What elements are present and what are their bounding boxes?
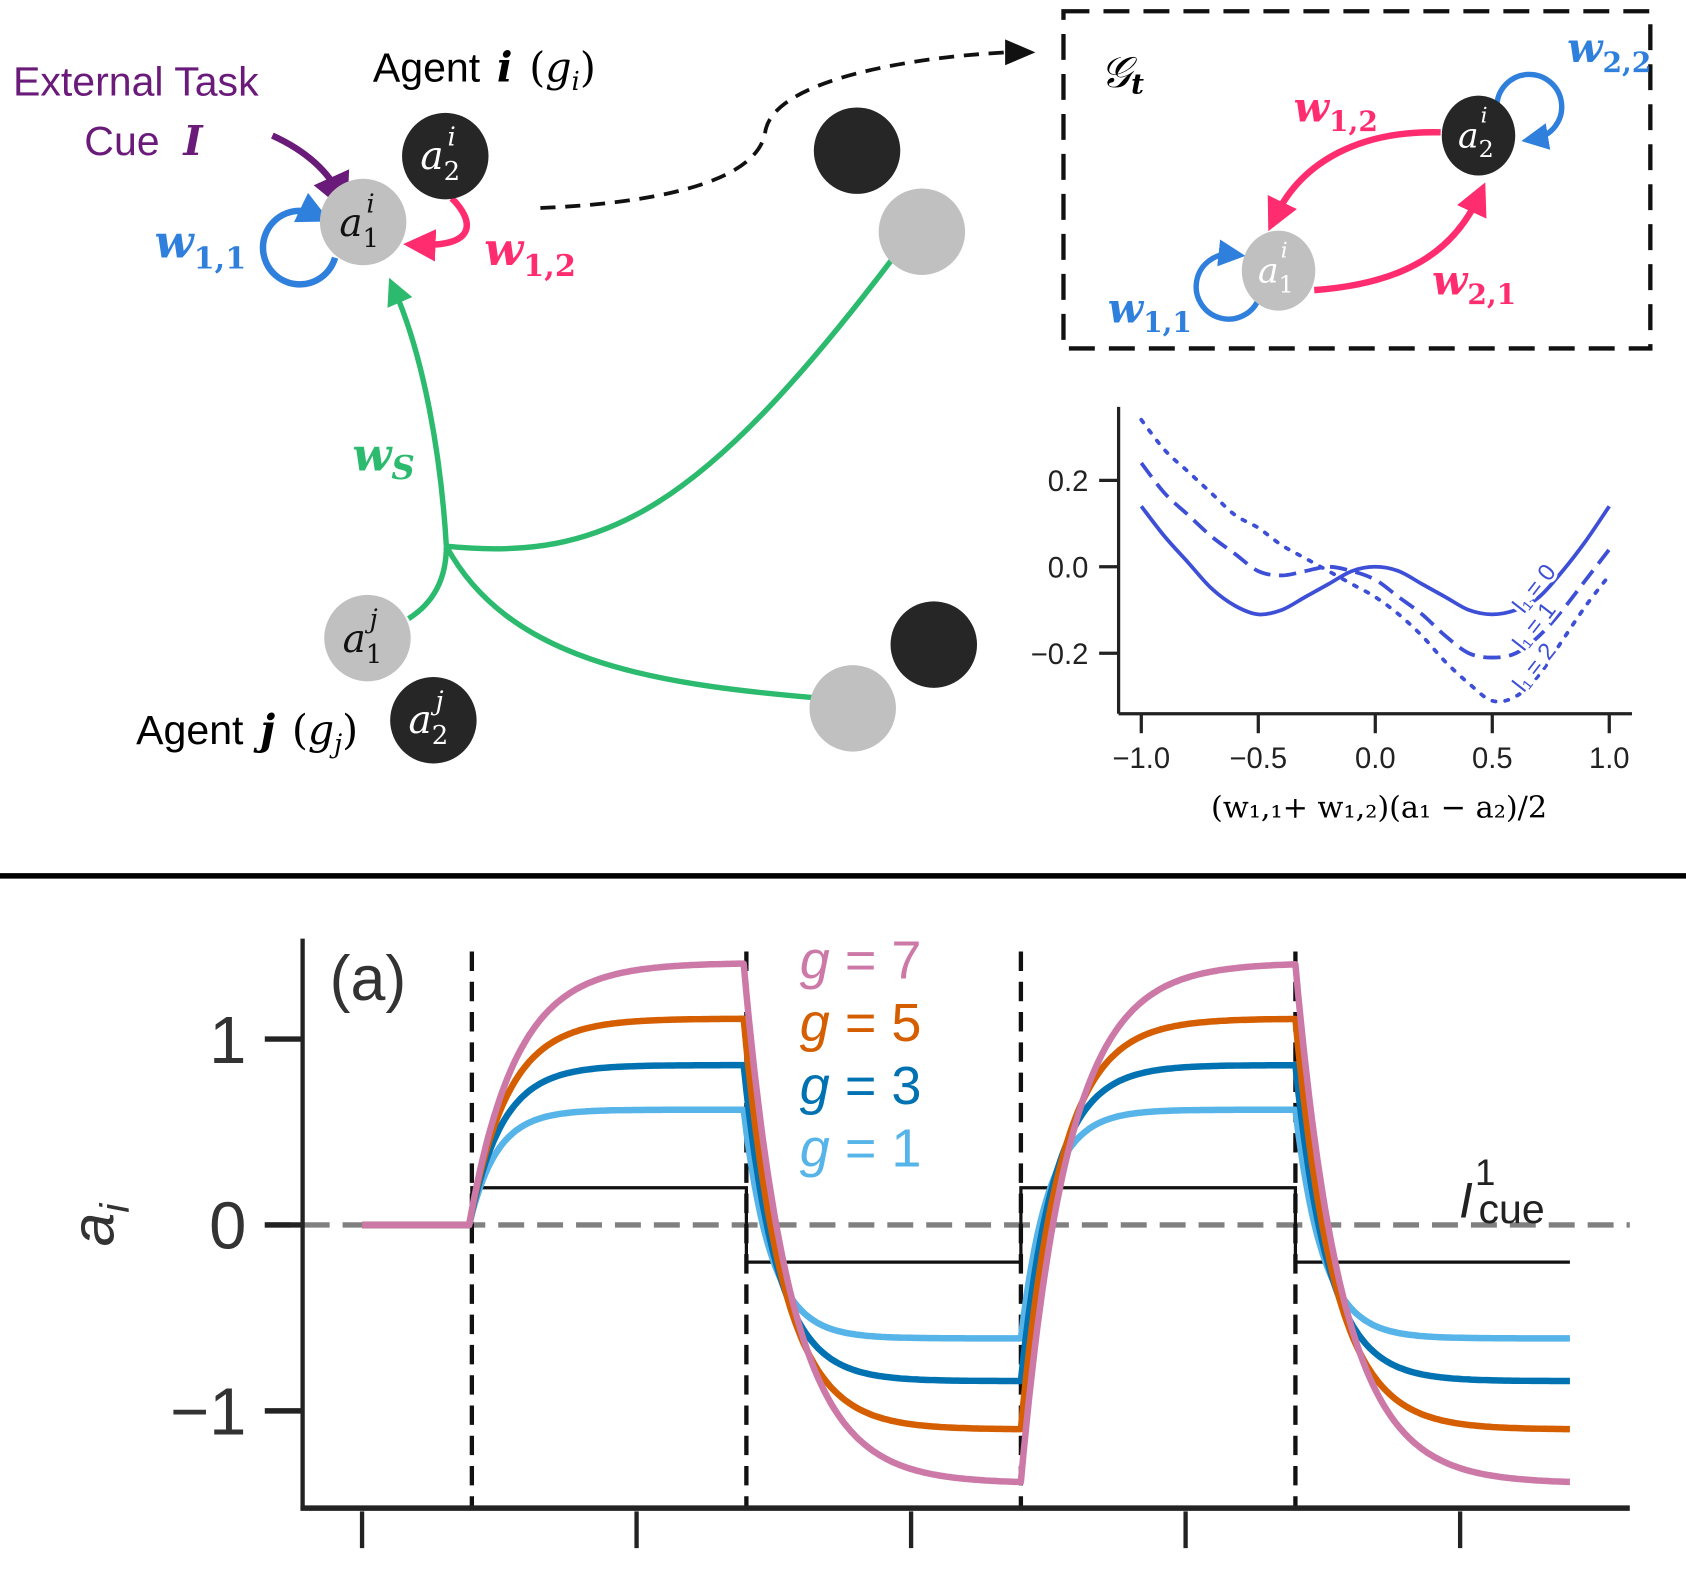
other-agent-dark-node-top xyxy=(813,107,901,194)
node-a1j: a1 j xyxy=(324,594,411,682)
activity-y-label: ai xyxy=(58,1202,137,1247)
svg-text:i: i xyxy=(1281,239,1288,264)
graph-title: 𝒢t xyxy=(1100,48,1144,100)
potential-line-l0 xyxy=(1139,505,1611,617)
zoom-connector-arrowhead xyxy=(1005,39,1036,66)
zoom-connector-arrow xyxy=(540,50,1008,210)
legend-entry-g5: g = 5 xyxy=(800,993,922,1053)
activity-line-g1 xyxy=(361,1106,1571,1342)
potential-x-label: (w₁,₁+ w₁,₂)(a₁ − a₂)/2 xyxy=(1211,791,1547,826)
social-edge-from-agent-j xyxy=(407,546,450,621)
w11-label: w1,1 xyxy=(155,215,247,277)
agent-j-label: Agent j (gj) xyxy=(136,705,358,760)
external-cue-label-2: Cue I xyxy=(84,116,204,165)
potential-line-l2 xyxy=(1139,417,1612,704)
node-a1i: a1 i xyxy=(319,178,407,266)
graph-w11-label: w1,1 xyxy=(1108,284,1192,340)
potential-x-tick-label: 0.0 xyxy=(1355,743,1396,775)
other-agent-light-node-top xyxy=(878,188,966,275)
cue-arrow xyxy=(271,132,350,213)
svg-text:a2: a2 xyxy=(420,134,460,187)
svg-text:i: i xyxy=(447,122,455,152)
social-edge-to-top-agent xyxy=(446,258,894,552)
cross-w12-arrow xyxy=(403,195,470,262)
self-loop-w11-arrow xyxy=(259,192,339,288)
node-a2i: a2 i xyxy=(402,112,489,200)
agent-network-diagram: External Task Cue I Agent i (gi) a1 i xyxy=(13,39,1036,764)
potential-y-tick-label: −0.2 xyxy=(1031,639,1089,671)
activity-chart: 1 0 −1 (a) ai g = 7g = 5g = 3g = 1 I1 cue xyxy=(58,931,1630,1549)
legend-entry-g7: g = 7 xyxy=(800,931,922,991)
graph-w11-loop xyxy=(1193,239,1262,322)
external-cue-label: External Task xyxy=(13,59,259,105)
svg-text:i: i xyxy=(366,189,374,219)
social-edge-to-bottom-agent xyxy=(443,544,813,701)
activity-line-g7 xyxy=(361,960,1571,1486)
potential-y-tick-label: 0.0 xyxy=(1048,553,1089,585)
activity-y-tick-label: 1 xyxy=(209,1003,246,1078)
graph-w22-label: w2,2 xyxy=(1567,23,1651,79)
cue-label-sub: cue xyxy=(1478,1186,1544,1232)
other-agent-light-node-bottom xyxy=(809,665,896,752)
potential-chart: −1.0 −0.5 0.0 0.5 1.00.20.0−0.2 l₁ = 0l₁ = 1… xyxy=(1031,406,1632,826)
activity-y-tick-label: −1 xyxy=(170,1375,246,1450)
potential-x-tick-label: −1.0 xyxy=(1112,743,1170,775)
svg-text:a1: a1 xyxy=(339,201,379,254)
svg-text:a2: a2 xyxy=(409,698,449,751)
potential-x-tick-label: −0.5 xyxy=(1229,743,1287,775)
graph-w21-label: w2,1 xyxy=(1432,255,1516,311)
potential-y-tick-label: 0.2 xyxy=(1048,466,1089,498)
potential-x-tick-label: 1.0 xyxy=(1589,743,1630,775)
agent-graph-box: 𝒢t a2 i a1 i w1,2 w2,1 w2,2 w1,1 xyxy=(1061,9,1653,351)
social-edge-to-agent-i xyxy=(387,277,450,547)
agent-i-label: Agent i (gi) xyxy=(373,43,596,98)
graph-w12-edge xyxy=(1267,129,1441,232)
node-a2j: a2 j xyxy=(390,677,477,764)
legend-entry-g3: g = 3 xyxy=(800,1056,922,1116)
svg-text:i: i xyxy=(1481,104,1488,129)
legend-entry-g1: g = 1 xyxy=(800,1119,922,1179)
graph-w12-label: w1,2 xyxy=(1294,83,1378,139)
activity-line-g3 xyxy=(361,1061,1571,1385)
svg-text:a1: a1 xyxy=(343,617,383,670)
graph-node-a1: a1 i xyxy=(1241,230,1316,311)
graph-w21-edge xyxy=(1313,182,1487,294)
cue-label: I1 xyxy=(1459,1152,1495,1228)
ws-label: wS xyxy=(352,428,414,488)
svg-text:a1: a1 xyxy=(1258,252,1294,299)
potential-line-l1 xyxy=(1139,461,1611,660)
graph-node-a2: a2 i xyxy=(1441,95,1516,176)
svg-text:a2: a2 xyxy=(1458,116,1494,163)
panel-label: (a) xyxy=(330,944,407,1014)
graph-w22-loop xyxy=(1494,71,1565,150)
potential-x-tick-label: 0.5 xyxy=(1472,743,1513,775)
social-connections xyxy=(387,258,894,701)
other-agent-dark-node-bottom xyxy=(890,601,978,688)
w12-label: w1,2 xyxy=(484,222,576,284)
activity-y-tick-label: 0 xyxy=(209,1189,246,1264)
